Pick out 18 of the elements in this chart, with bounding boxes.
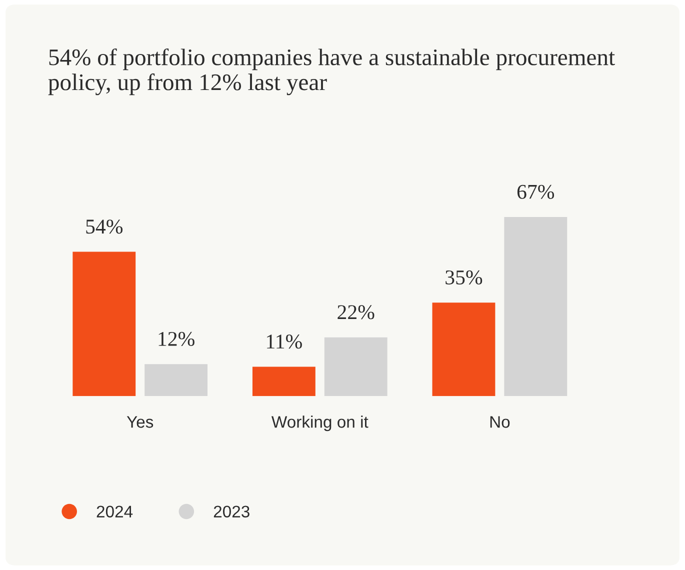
legend-label: 2024: [96, 506, 133, 518]
bar: [252, 366, 316, 396]
data-label: 11%: [267, 334, 302, 349]
x-tick-label: Working on it: [271, 416, 368, 432]
data-label: 35%: [446, 270, 482, 285]
data-label: 54%: [86, 220, 123, 234]
data-label: 22%: [338, 305, 374, 320]
x-tick-label: No: [490, 416, 510, 428]
x-tick-label: Yes: [126, 416, 154, 428]
bar: [144, 364, 208, 396]
bar: [504, 217, 568, 396]
bar: [324, 337, 388, 396]
data-label: 67%: [517, 184, 554, 199]
data-label: 12%: [158, 332, 194, 346]
chart-title: 54% of portfolio companies have a sustainable procurement policy, up from 12% last year: [48, 48, 615, 96]
bar: [432, 302, 496, 396]
bar: [72, 252, 136, 396]
legend-label: 2023: [214, 506, 250, 518]
